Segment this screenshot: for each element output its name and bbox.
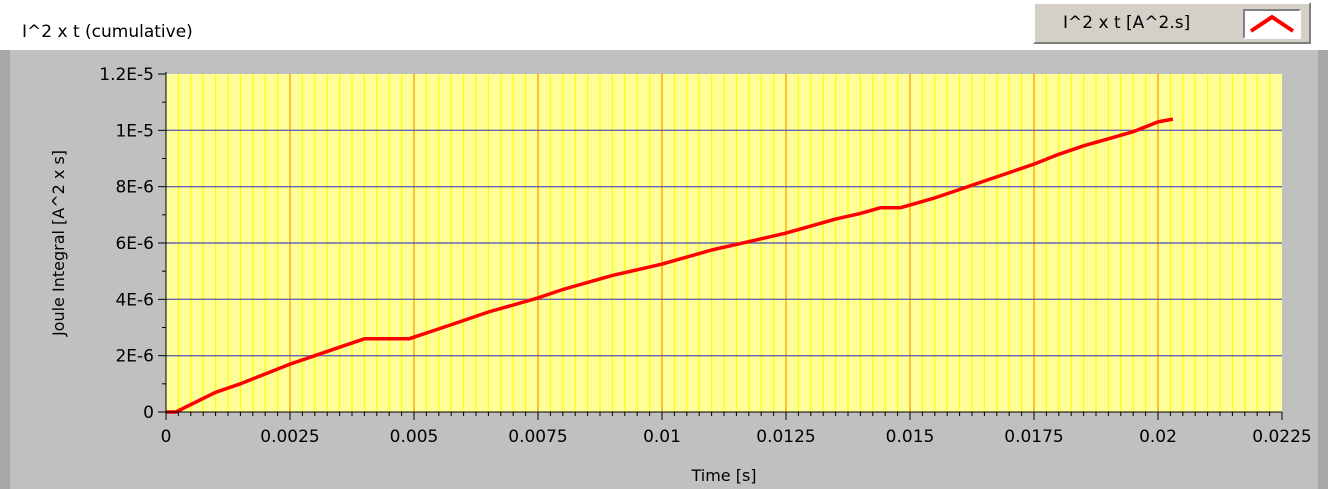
x-tick-label: 0.0175 bbox=[1004, 427, 1063, 447]
x-axis-title: Time [s] bbox=[690, 466, 756, 485]
plot-area bbox=[166, 74, 1282, 414]
x-tick-label: 0.02 bbox=[1139, 427, 1177, 447]
frame-edge-right bbox=[1318, 50, 1328, 489]
y-tick-label: 4E-6 bbox=[115, 290, 154, 310]
y-axis-title: Joule Integral [A^2 x s] bbox=[49, 150, 68, 337]
legend-line-icon bbox=[1249, 14, 1295, 33]
series-line-0 bbox=[166, 117, 1174, 414]
x-tick-label: 0.0125 bbox=[756, 427, 815, 447]
y-tick-label: 2E-6 bbox=[115, 347, 154, 367]
y-tick-label: 1E-5 bbox=[115, 121, 154, 141]
chart-title: I^2 x t (cumulative) bbox=[22, 22, 193, 42]
x-tick-label: 0.015 bbox=[886, 427, 935, 447]
y-tick-label: 0 bbox=[143, 403, 154, 423]
y-tick-label: 8E-6 bbox=[115, 178, 154, 198]
x-tick-label: 0 bbox=[161, 427, 172, 447]
x-tick-label: 0.01 bbox=[643, 427, 681, 447]
x-tick-label: 0.0075 bbox=[508, 427, 567, 447]
x-tick-label: 0.0025 bbox=[260, 427, 319, 447]
x-tick-label: 0.0225 bbox=[1252, 427, 1311, 447]
legend-label: I^2 x t [A^2.s] bbox=[1063, 13, 1191, 33]
y-tick-label: 6E-6 bbox=[115, 234, 154, 254]
axes: 0 0.0025 0.005 0.0075 0.01 0.0125 0.015 0.0175 0… bbox=[99, 65, 1311, 447]
y-tick-label: 1.2E-5 bbox=[99, 65, 154, 85]
x-tick-label: 0.005 bbox=[390, 427, 439, 447]
legend-swatch[interactable] bbox=[1243, 9, 1301, 39]
legend[interactable]: I^2 x t [A^2.s] bbox=[1033, 2, 1311, 44]
legend-line-mark bbox=[1249, 14, 1295, 33]
frame-edge-left bbox=[0, 50, 10, 489]
